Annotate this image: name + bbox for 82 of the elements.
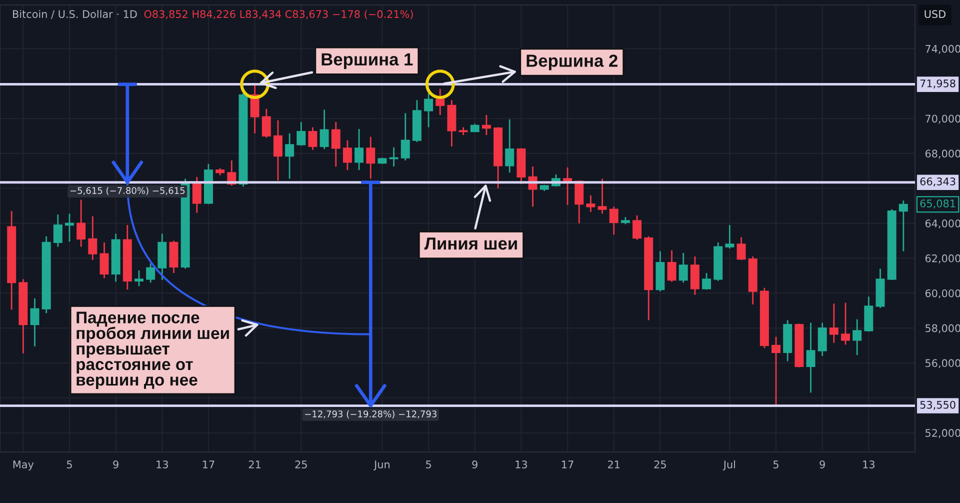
annotation: Падение после пробоя линии шеи превышает расстояние от вершин до нее (76, 312, 229, 389)
candlestick (818, 322, 827, 357)
x-tick-label: May (13, 460, 34, 470)
y-tick-label: 68,000 (925, 150, 960, 159)
candlestick (65, 212, 74, 242)
candlestick (331, 121, 340, 168)
candlestick (829, 302, 838, 344)
candlestick (609, 206, 618, 236)
candlestick (296, 121, 306, 146)
y-tick-label: 52,000 (926, 429, 960, 438)
x-tick-label: 17 (562, 460, 574, 468)
candlestick (389, 146, 398, 168)
candlestick (342, 140, 352, 171)
x-tick-label: 17 (203, 460, 214, 468)
candlestick (262, 108, 271, 138)
x-tick-label: 13 (516, 460, 527, 468)
x-tick-label: 5 (66, 460, 72, 468)
candlestick (146, 262, 156, 284)
y-tick-label: 58,000 (926, 324, 960, 334)
ref-line-label: 71,958 (920, 79, 956, 88)
ref-line-label: 66,343 (920, 177, 956, 186)
candlestick (400, 112, 410, 162)
x-tick-label: 21 (608, 460, 620, 468)
candlestick (366, 136, 376, 180)
candlestick (505, 118, 514, 174)
candlestick (100, 242, 109, 279)
candlestick (632, 214, 642, 241)
candlestick (736, 236, 746, 261)
annotation: −12,793 (−19.28%) −12,793 (305, 410, 436, 418)
chart-subtitle: O83,852 H84,226 L83,434 C83,673 −178 (−0.21%) (144, 10, 413, 20)
y-tick-label: 70,000 (926, 114, 960, 124)
candlestick (53, 214, 62, 248)
chart-title: Bitcoin / U.S. Dollar · 1D (13, 10, 137, 19)
candlestick (598, 178, 607, 214)
y-tick-label: 74,000 (926, 44, 960, 54)
x-tick-label: 13 (156, 460, 168, 468)
x-tick-label: 9 (820, 460, 825, 468)
candlestick (354, 128, 364, 171)
x-tick-label: 9 (113, 460, 118, 468)
candlestick (667, 250, 676, 282)
y-tick-label: 60,000 (925, 289, 960, 298)
candlestick (772, 336, 781, 406)
candlestick (424, 92, 434, 128)
x-tick-label: 25 (654, 460, 666, 468)
annotation: 65,081 (920, 200, 956, 208)
candlestick (482, 114, 491, 136)
annotation: Вершина 1 (322, 53, 413, 69)
candlestick (806, 322, 816, 394)
x-tick-label: 13 (863, 460, 874, 468)
y-tick-label: 62,000 (925, 254, 960, 264)
text: USD (924, 10, 946, 18)
candlestick (436, 88, 445, 116)
candlestick (678, 252, 688, 284)
x-tick-label: 5 (426, 460, 431, 468)
annotation: −5,615 (−7.80%) −5,615 (70, 187, 185, 196)
candlestick (134, 270, 144, 287)
annotation: Вершина 2 (526, 54, 618, 70)
annotation: Линия шеи (424, 238, 517, 250)
candlestick (725, 224, 734, 250)
candlestick (76, 198, 86, 248)
candlestick (852, 318, 862, 356)
candlestick (192, 176, 202, 214)
candlestick (30, 298, 40, 348)
candlestick (308, 126, 318, 151)
y-tick-label: 56,000 (926, 359, 960, 368)
candlestick (285, 132, 294, 180)
y-tick-label: 64,000 (925, 219, 960, 228)
candlestick (586, 194, 596, 213)
candlestick (273, 120, 282, 182)
x-tick-label: 25 (295, 460, 307, 468)
x-tick-label: Jun (374, 460, 390, 470)
candlestick (841, 302, 850, 346)
ref-line-label: 53,550 (920, 400, 956, 410)
candlestick (88, 216, 98, 261)
x-tick-label: 9 (472, 460, 478, 468)
x-tick-label: Jul (722, 460, 735, 470)
x-tick-label: 21 (248, 460, 260, 468)
x-tick-label: 5 (774, 460, 778, 468)
candlestick (898, 200, 908, 252)
candlestick (702, 272, 712, 290)
candlestick (690, 256, 700, 296)
candlestick (320, 109, 329, 150)
